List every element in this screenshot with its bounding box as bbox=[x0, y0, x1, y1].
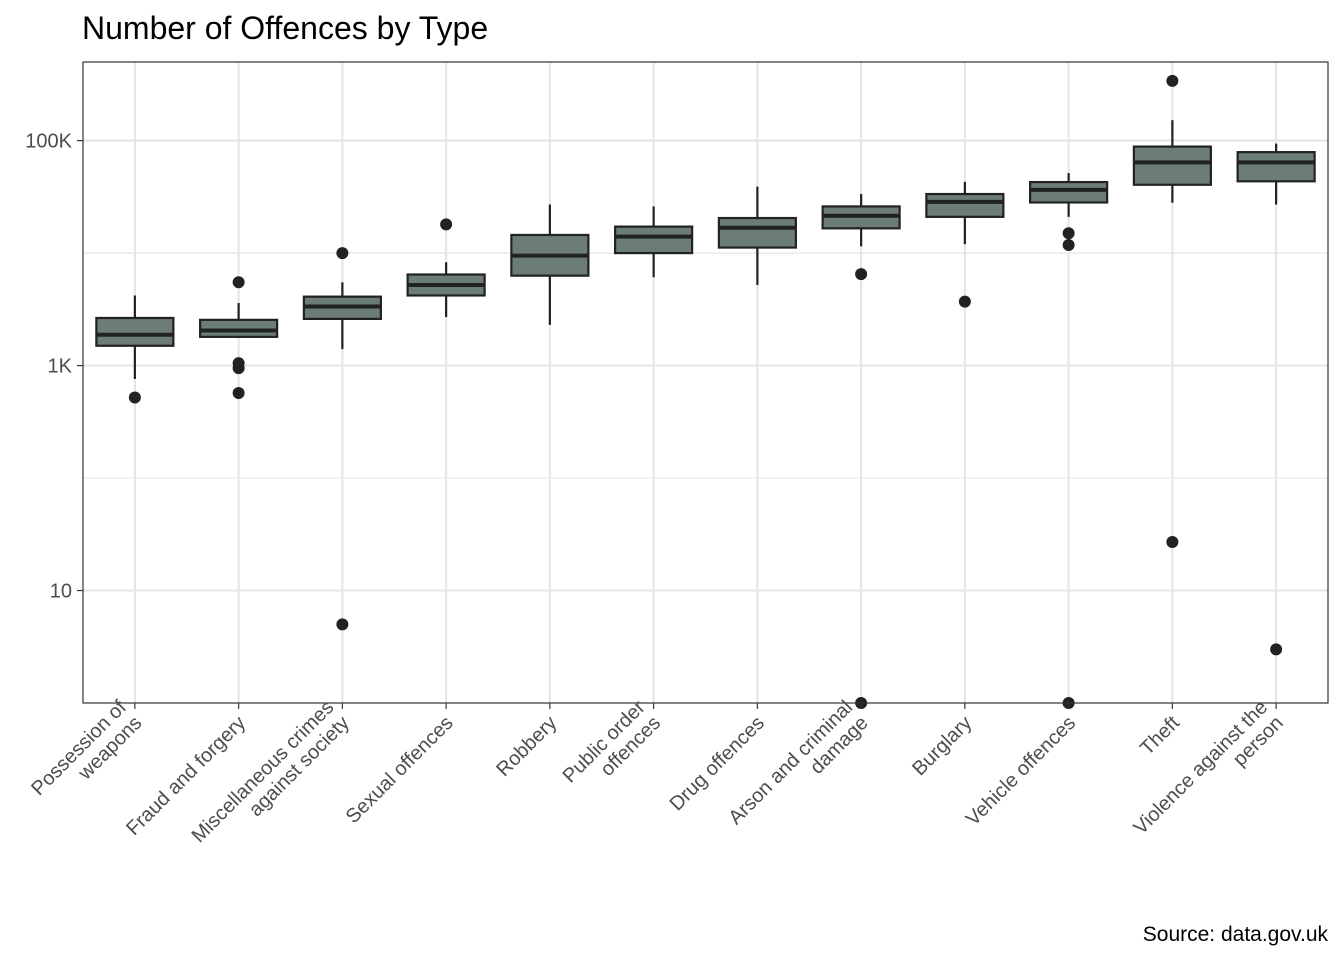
box-group bbox=[406, 218, 486, 318]
box-iqr bbox=[1029, 180, 1109, 204]
box-group bbox=[1029, 173, 1109, 709]
y-tick-label: 100K bbox=[25, 131, 72, 153]
outlier-point bbox=[336, 247, 349, 260]
x-tick-label: Vehicle offences bbox=[962, 712, 1080, 830]
box-group bbox=[717, 186, 797, 286]
x-tick-label-line: Sexual offences bbox=[342, 712, 458, 828]
box-group bbox=[199, 276, 279, 400]
box-iqr bbox=[1132, 145, 1212, 186]
x-tick-label: Miscellaneous crimesagainst society bbox=[188, 696, 354, 862]
box-iqr bbox=[717, 216, 797, 249]
outlier-point bbox=[1270, 643, 1283, 656]
box-group bbox=[1236, 143, 1316, 656]
box-iqr bbox=[614, 225, 694, 255]
box-iqr bbox=[1236, 151, 1316, 183]
box-group bbox=[925, 181, 1005, 308]
y-tick-label: 1K bbox=[48, 356, 73, 378]
y-tick-label: 10 bbox=[50, 581, 72, 603]
outlier-point bbox=[232, 276, 245, 289]
grid-lines bbox=[83, 62, 1328, 703]
outlier-point bbox=[958, 295, 971, 308]
outlier-point bbox=[1062, 239, 1075, 252]
x-tick-label: Theft bbox=[1136, 712, 1184, 760]
y-axis: 10 1K 100K bbox=[25, 131, 83, 603]
x-tick-label-line: Violence against the bbox=[1129, 696, 1272, 839]
box-group bbox=[510, 204, 590, 325]
outlier-point bbox=[440, 218, 453, 231]
x-tick-label: Violence against theperson bbox=[1129, 696, 1287, 854]
outlier-point bbox=[336, 618, 349, 631]
outlier-point bbox=[232, 362, 245, 375]
box-group bbox=[614, 206, 694, 278]
box-group bbox=[95, 295, 175, 404]
chart-title: Number of Offences by Type bbox=[82, 10, 488, 46]
outlier-point bbox=[1166, 536, 1179, 549]
x-tick-label-line: Robbery bbox=[492, 712, 561, 781]
x-tick-label: Possession ofweapons bbox=[27, 696, 146, 815]
x-tick-label-line: Vehicle offences bbox=[962, 712, 1080, 830]
panel-border bbox=[82, 61, 1329, 704]
outlier-point bbox=[232, 387, 245, 400]
chart-caption: Source: data.gov.uk bbox=[1143, 923, 1329, 946]
outlier-point bbox=[1166, 74, 1179, 87]
box-group bbox=[302, 247, 382, 631]
x-tick-label: Sexual offences bbox=[342, 712, 458, 828]
box-group bbox=[1132, 74, 1212, 549]
x-tick-label-line: Miscellaneous crimes bbox=[188, 696, 339, 847]
outlier-point bbox=[128, 391, 141, 404]
x-tick-label: Public orderoffences bbox=[559, 696, 666, 803]
outlier-point bbox=[855, 268, 868, 281]
outlier-point bbox=[1062, 227, 1075, 240]
x-tick-label-line: Theft bbox=[1136, 712, 1184, 760]
boxes-layer bbox=[95, 74, 1316, 709]
x-tick-label-line: Burglary bbox=[908, 712, 976, 780]
box-iqr bbox=[199, 318, 279, 338]
box-iqr bbox=[925, 192, 1005, 218]
x-tick-label: Robbery bbox=[492, 712, 561, 781]
box-iqr bbox=[95, 316, 175, 347]
x-tick-label: Burglary bbox=[908, 712, 976, 780]
